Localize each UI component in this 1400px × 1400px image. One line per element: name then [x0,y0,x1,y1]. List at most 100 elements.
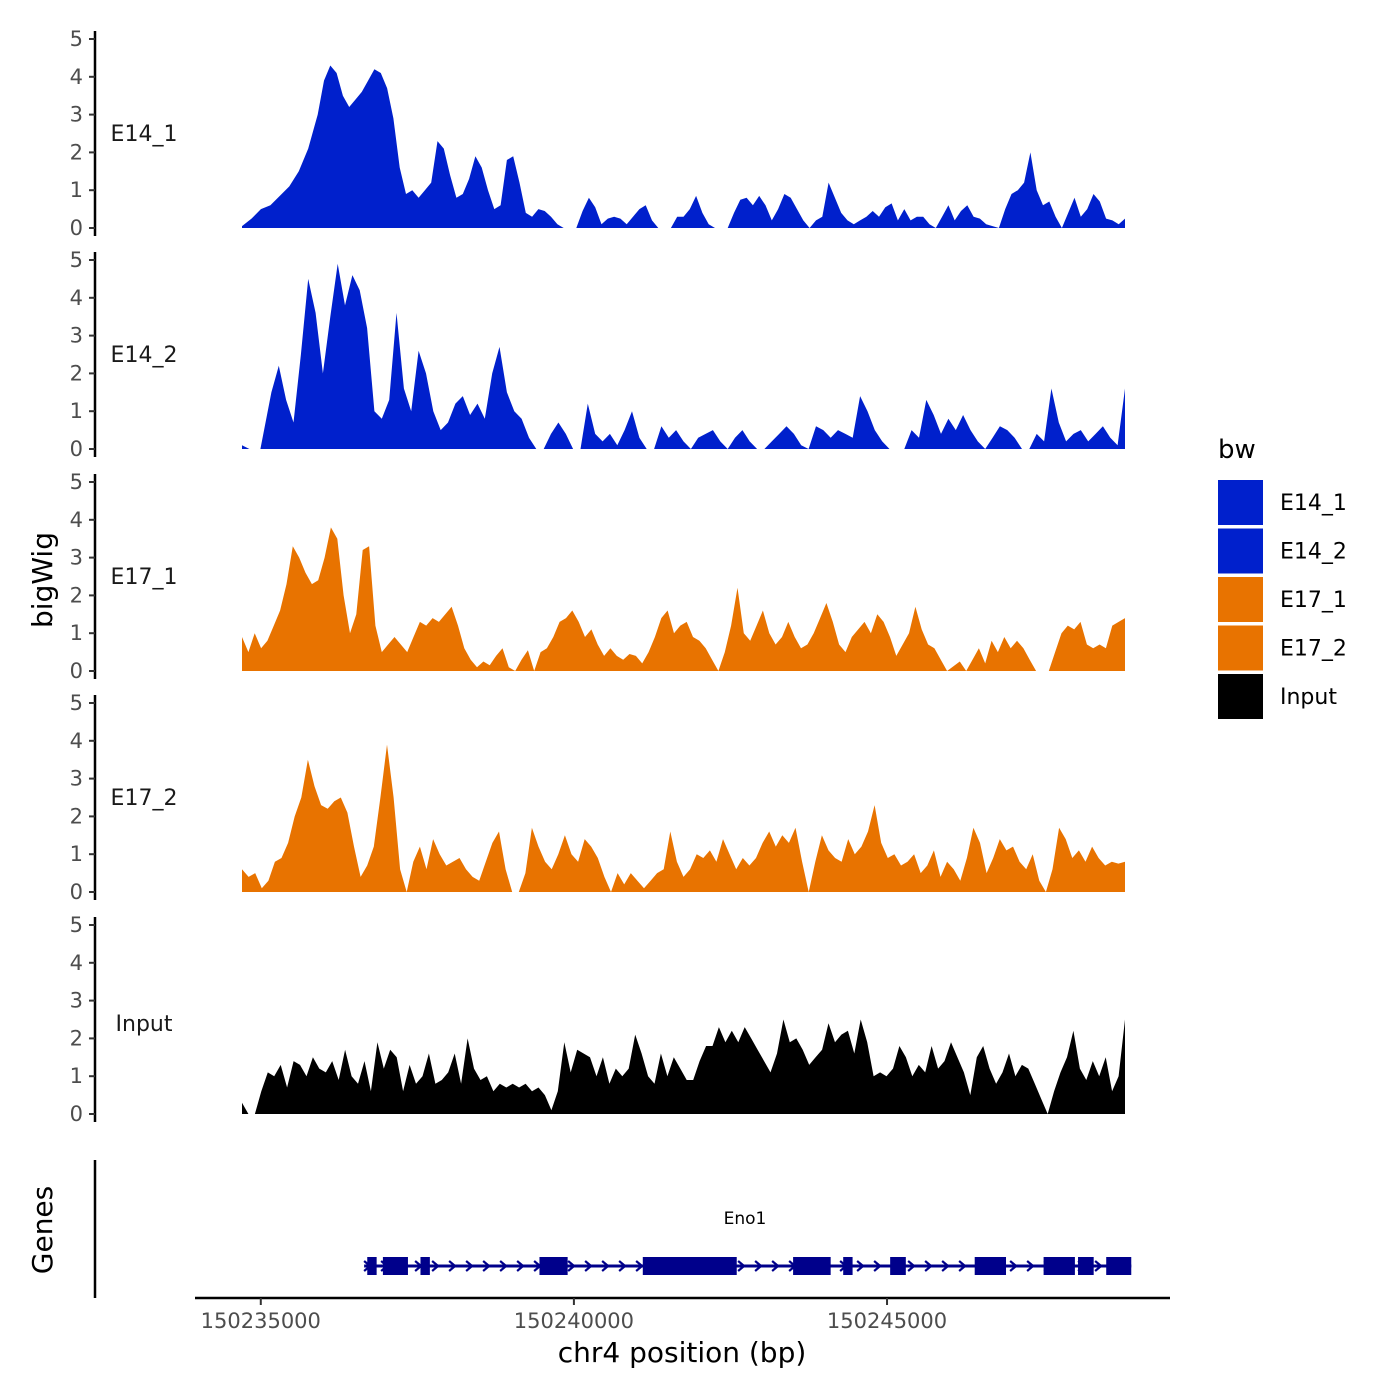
y-tick-label: 3 [70,103,83,127]
legend-swatch [1218,577,1263,622]
gene-exon [420,1257,430,1275]
legend-label: E14_2 [1280,540,1347,565]
strand-arrow [482,1260,491,1272]
x-tick-label: 150235000 [201,1309,321,1333]
gene-exon [974,1257,1007,1275]
y-tick-label: 4 [70,951,83,975]
y-tick-label: 4 [70,286,83,310]
coverage-area [242,527,1125,671]
track-label: E17_1 [111,565,178,590]
y-tick-label: 5 [70,27,83,51]
strand-arrow [924,1260,933,1272]
legend-swatch [1218,528,1263,574]
legend-label: E17_1 [1280,588,1347,613]
y-tick-label: 1 [70,842,83,866]
legend-swatch [1218,625,1263,671]
strand-arrow [873,1260,882,1272]
y-tick-label: 1 [70,178,83,202]
gene-exon [1106,1257,1132,1275]
strand-arrow [618,1260,627,1272]
strand-arrow [907,1260,916,1272]
y-tick-label: 3 [70,546,83,570]
y-tick-label: 1 [70,1064,83,1088]
strand-arrow [1094,1260,1103,1272]
gene-track: Eno1 [93,1160,1132,1298]
y-tick-label: 3 [70,989,83,1013]
strand-arrow [635,1260,644,1272]
strand-arrow [601,1260,610,1272]
track-label: Input [116,1012,173,1037]
y-tick-label: 3 [70,324,83,348]
gene-exon [793,1257,831,1275]
track-label: E14_1 [111,122,178,147]
track-e17-2: 0 1 2 3 4 5 E17_2 [70,691,1125,904]
gene-name-label: Eno1 [724,1209,767,1229]
y-tick-label: 2 [70,583,83,607]
y-tick-label: 0 [70,1102,83,1126]
gene-exon [1078,1257,1094,1275]
gene-exon [890,1257,906,1275]
coverage-area [242,65,1125,228]
coverage-area [242,263,1125,449]
y-tick-label: 2 [70,804,83,828]
legend-label: E17_2 [1280,637,1347,662]
strand-arrow [754,1260,763,1272]
y-tick-label: 4 [70,729,83,753]
strand-arrow [737,1260,746,1272]
strand-arrow [516,1260,525,1272]
strand-arrow [958,1260,967,1272]
track-label: E17_2 [111,786,178,811]
y-tick-label: 4 [70,508,83,532]
x-tick-label: 150245000 [827,1309,947,1333]
y-tick-label: 5 [70,913,83,937]
strand-arrow [1026,1260,1035,1272]
x-tick-label: 150240000 [514,1309,634,1333]
gene-exon [1043,1257,1075,1275]
strand-arrow [499,1260,508,1272]
gene-exon [367,1257,377,1275]
track-label: E14_2 [111,343,178,368]
strand-arrow [431,1260,440,1272]
gene-exon [382,1257,408,1275]
y-tick-label: 1 [70,399,83,423]
y-tick-label: 5 [70,691,83,715]
y-tick-label: 4 [70,65,83,89]
legend-title: bw [1218,435,1256,465]
y-tick-label: 5 [70,470,83,494]
strand-arrow [941,1260,950,1272]
genes-axis-title: Genes [26,1186,59,1274]
y-tick-label: 5 [70,248,83,272]
track-e14-1: 0 1 2 3 4 5 E14_1 [70,27,1125,240]
track-e17-1: 0 1 2 3 4 5 E17_1 [70,470,1125,683]
strand-arrow [584,1260,593,1272]
coverage-area [242,744,1125,892]
gene-exon [539,1257,568,1275]
y-tick-label: 2 [70,140,83,164]
gene-exon [843,1257,853,1275]
track-input: 0 1 2 3 4 5 Input [70,913,1125,1126]
strand-arrow [465,1260,474,1272]
legend: bw E14_1 E14_2 E17_1 E17_2 Input [1218,435,1347,719]
y-tick-label: 3 [70,767,83,791]
x-axis-title: chr4 position (bp) [558,1336,807,1369]
strand-arrow [771,1260,780,1272]
legend-label: E14_1 [1280,491,1347,516]
y-tick-label: 1 [70,621,83,645]
y-tick-label: 0 [70,880,83,904]
y-tick-label: 0 [70,216,83,240]
x-axis: 150235000 150240000 150245000 [195,1296,1170,1333]
legend-swatch [1218,674,1263,719]
strand-arrow [567,1260,576,1272]
y-tick-label: 0 [70,437,83,461]
gene-exon [642,1257,737,1275]
strand-arrow [448,1260,457,1272]
legend-swatch [1218,480,1263,525]
coverage-area [242,1019,1125,1114]
y-tick-label: 2 [70,361,83,385]
y-tick-label: 0 [70,659,83,683]
y-tick-label: 2 [70,1026,83,1050]
coverage-tracks: 0 1 2 3 4 5 E14_1 0 1 2 3 4 5 E14_2 0 1 2 3 4 5 E17_1 0 1 2 3 4 5 E… [70,27,1125,1126]
legend-label: Input [1280,685,1337,710]
strand-arrow [856,1260,865,1272]
